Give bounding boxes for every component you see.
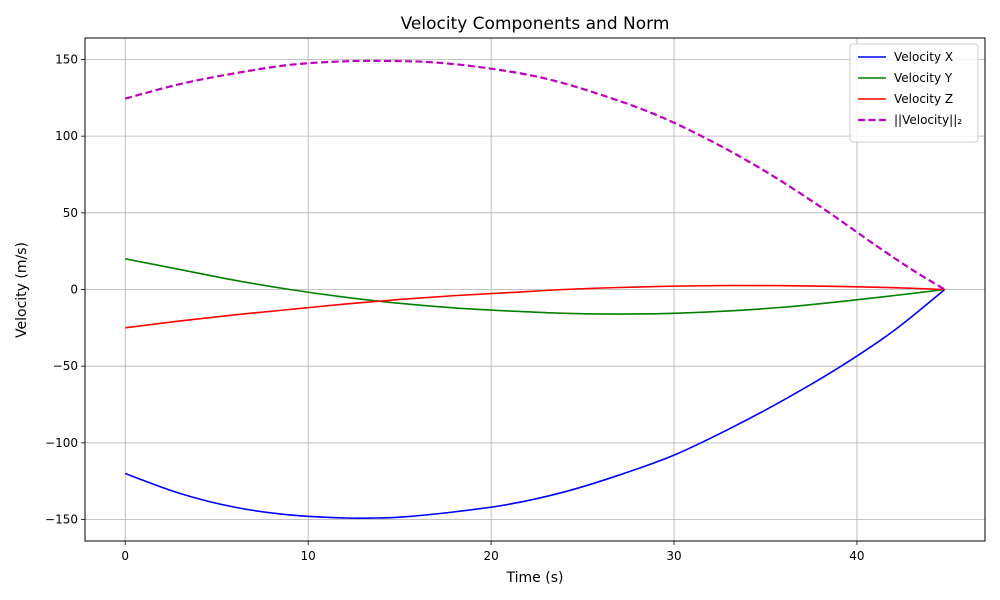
grid — [85, 38, 985, 541]
legend-label: Velocity Z — [894, 92, 953, 106]
y-tick-label: −150 — [45, 513, 78, 527]
y-tick-label: 100 — [55, 129, 78, 143]
y-tick-label: 0 — [70, 283, 78, 297]
series-line-velocity-z — [125, 284, 945, 329]
y-tick-label: −100 — [45, 436, 78, 450]
y-tick-label: −50 — [53, 359, 78, 373]
y-axis-title: Velocity (m/s) — [14, 242, 30, 338]
legend-label: ||Velocity||₂ — [894, 113, 962, 127]
series-line-velocity-x — [124, 288, 946, 520]
chart-title: Velocity Components and Norm — [401, 14, 670, 34]
x-axis-title: Time (s) — [506, 570, 564, 586]
legend-box — [849, 43, 979, 143]
series-line-velocity — [124, 59, 946, 291]
series-line-velocity-y — [125, 258, 945, 315]
x-tick-label: 20 — [483, 549, 498, 563]
legend-label: Velocity X — [894, 50, 953, 64]
axis-ticks: 0 10 20 30 40 −150 −100 −50 0 50 100 150 — [45, 52, 865, 563]
x-tick-label: 30 — [666, 549, 681, 563]
y-tick-label: 150 — [55, 52, 78, 66]
x-tick-label: 10 — [301, 549, 316, 563]
x-tick-label: 40 — [849, 549, 864, 563]
y-tick-label: 50 — [63, 206, 78, 220]
series-lines — [124, 59, 946, 520]
legend: Velocity X Velocity Y Velocity Z ||Velocity… — [849, 43, 979, 143]
legend-label: Velocity Y — [894, 71, 953, 85]
x-tick-label: 0 — [121, 549, 129, 563]
